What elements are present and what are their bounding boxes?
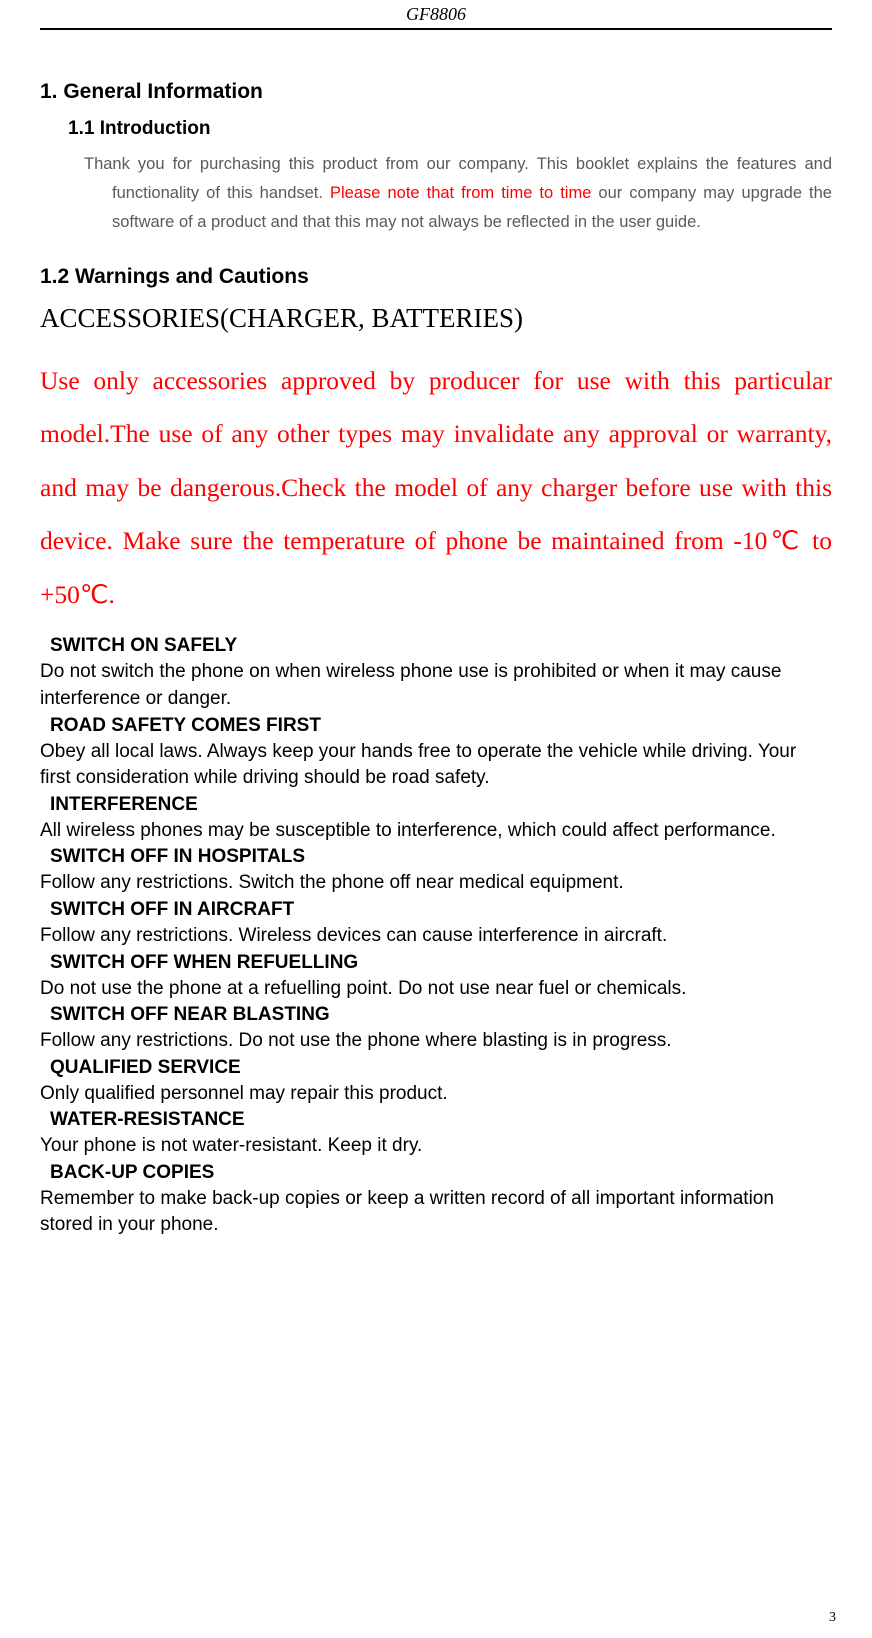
warn-body-2: All wireless phones may be susceptible t… [40,818,832,845]
intro-paragraph: Thank you for purchasing this product fr… [84,150,832,237]
warn-body-7: Only qualified personnel may repair this… [40,1081,832,1108]
warn-title-5: SWITCH OFF WHEN REFUELLING [50,952,832,974]
warn-body-1: Obey all local laws. Always keep your ha… [40,739,832,792]
warn-body-6: Follow any restrictions. Do not use the … [40,1028,832,1055]
section-1-1-title: 1.1 Introduction [68,118,832,140]
warn-title-1: ROAD SAFETY COMES FIRST [50,715,832,737]
page-header: GF8806 [40,0,832,30]
warn-title-4: SWITCH OFF IN AIRCRAFT [50,899,832,921]
warn-title-7: QUALIFIED SERVICE [50,1057,832,1079]
warn-body-8: Your phone is not water-resistant. Keep … [40,1133,832,1160]
warn-title-0: SWITCH ON SAFELY [50,635,832,657]
warn-body-4: Follow any restrictions. Wireless device… [40,923,832,950]
header-model: GF8806 [406,4,466,24]
warn-body-3: Follow any restrictions. Switch the phon… [40,870,832,897]
intro-paragraph-wrap: Thank you for purchasing this product fr… [40,150,832,237]
page-content: 1. General Information 1.1 Introduction … [0,30,872,1261]
accessories-heading: ACCESSORIES(CHARGER, BATTERIES) [40,303,832,334]
warn-body-9: Remember to make back-up copies or keep … [40,1186,832,1239]
warn-title-3: SWITCH OFF IN HOSPITALS [50,846,832,868]
warn-title-6: SWITCH OFF NEAR BLASTING [50,1004,832,1026]
accessories-body: Use only accessories approved by produce… [40,354,832,622]
warn-body-0: Do not switch the phone on when wireless… [40,659,832,712]
warn-title-2: INTERFERENCE [50,794,832,816]
page-number: 3 [829,1610,836,1626]
intro-text-red: Please note that from time to time [330,184,591,202]
warn-title-9: BACK-UP COPIES [50,1162,832,1184]
section-1-2-title: 1.2 Warnings and Cautions [40,265,832,289]
warn-title-8: WATER-RESISTANCE [50,1109,832,1131]
warn-body-5: Do not use the phone at a refuelling poi… [40,976,832,1003]
section-1-title: 1. General Information [40,80,832,104]
